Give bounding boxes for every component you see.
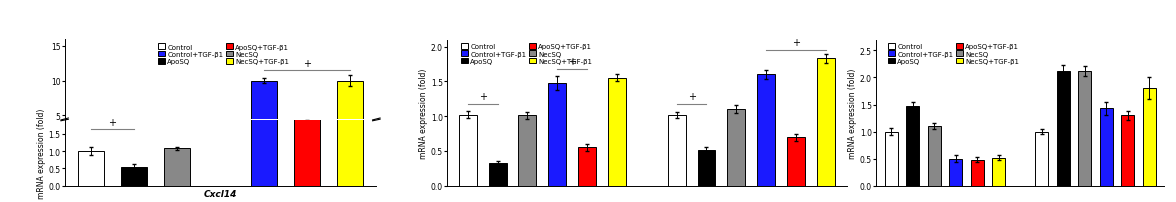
Bar bbox=[787, 137, 804, 186]
Bar bbox=[338, 81, 363, 151]
Bar bbox=[1121, 116, 1134, 186]
Bar bbox=[519, 116, 536, 186]
Bar bbox=[1057, 72, 1070, 186]
Bar bbox=[78, 151, 103, 186]
X-axis label: Cxcl14: Cxcl14 bbox=[203, 189, 238, 198]
Y-axis label: mRNA expression (fold): mRNA expression (fold) bbox=[848, 68, 857, 158]
Bar bbox=[78, 144, 103, 151]
Bar bbox=[250, 81, 276, 151]
Bar bbox=[1035, 132, 1048, 186]
Bar bbox=[121, 167, 147, 186]
Bar bbox=[338, 0, 363, 186]
Bar bbox=[459, 115, 476, 186]
Bar bbox=[548, 83, 566, 186]
Text: +: + bbox=[688, 91, 695, 101]
Text: +: + bbox=[791, 38, 800, 48]
Bar bbox=[294, 41, 320, 186]
Bar bbox=[579, 148, 596, 186]
Bar bbox=[907, 106, 920, 186]
Y-axis label: mRNA expression (fold): mRNA expression (fold) bbox=[36, 108, 46, 198]
Bar bbox=[817, 59, 835, 186]
Legend: Control, Control+TGF-β1, ApoSQ, ApoSQ+TGF-β1, NecSQ, NecSQ+TGF-β1: Control, Control+TGF-β1, ApoSQ, ApoSQ+TG… bbox=[459, 41, 595, 67]
Bar bbox=[121, 147, 147, 151]
Bar bbox=[489, 164, 507, 186]
Legend: Control, Control+TGF-β1, ApoSQ, ApoSQ+TGF-β1, NecSQ, NecSQ+TGF-β1: Control, Control+TGF-β1, ApoSQ, ApoSQ+TG… bbox=[155, 41, 292, 68]
Bar bbox=[668, 115, 686, 186]
Bar bbox=[949, 159, 962, 186]
Bar bbox=[608, 79, 626, 186]
Text: +: + bbox=[303, 59, 312, 69]
Y-axis label: mRNA expression (fold): mRNA expression (fold) bbox=[419, 68, 428, 158]
Bar bbox=[928, 127, 941, 186]
Bar bbox=[1143, 89, 1156, 186]
Bar bbox=[970, 160, 983, 186]
Text: +: + bbox=[108, 117, 116, 127]
Bar bbox=[1078, 72, 1091, 186]
Bar bbox=[884, 132, 897, 186]
Text: +: + bbox=[568, 57, 576, 67]
Bar bbox=[165, 143, 191, 151]
Bar bbox=[165, 149, 191, 186]
Bar bbox=[728, 110, 746, 186]
Bar bbox=[294, 121, 320, 151]
Text: +: + bbox=[479, 91, 487, 101]
Bar bbox=[250, 0, 276, 186]
Bar bbox=[993, 158, 1005, 186]
Bar bbox=[697, 150, 715, 186]
Bar bbox=[1100, 109, 1112, 186]
Legend: Control, Control+TGF-β1, ApoSQ, ApoSQ+TGF-β1, NecSQ, NecSQ+TGF-β1: Control, Control+TGF-β1, ApoSQ, ApoSQ+TG… bbox=[886, 41, 1022, 67]
Bar bbox=[757, 75, 775, 186]
